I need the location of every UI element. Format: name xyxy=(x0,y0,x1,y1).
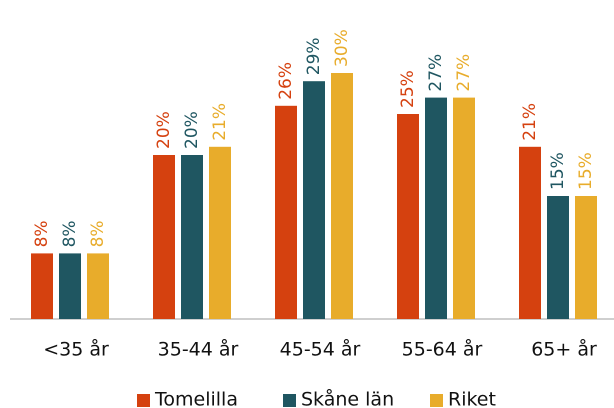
bar xyxy=(275,105,297,319)
value-label: 8% xyxy=(32,220,52,247)
bar xyxy=(519,146,541,319)
value-label: 21% xyxy=(210,103,230,141)
legend-label: Tomelilla xyxy=(154,389,238,408)
bar xyxy=(331,73,353,319)
value-label: 21% xyxy=(520,103,540,141)
value-label: 20% xyxy=(182,111,202,149)
x-tick-label: <35 år xyxy=(43,338,109,361)
bar xyxy=(425,97,447,319)
bar xyxy=(153,155,175,319)
value-label: 29% xyxy=(304,37,324,75)
x-tick-label: 55-64 år xyxy=(402,338,483,361)
bar xyxy=(87,253,109,319)
x-tick-label: 35-44 år xyxy=(158,338,239,361)
bar xyxy=(303,81,325,319)
value-label: 15% xyxy=(548,152,568,190)
bar xyxy=(209,146,231,319)
value-label: 8% xyxy=(60,220,80,247)
x-tick-label: 45-54 år xyxy=(280,338,361,361)
legend-swatch xyxy=(283,394,296,407)
bar xyxy=(397,114,419,319)
value-label: 27% xyxy=(454,54,474,92)
value-label: 20% xyxy=(154,111,174,149)
bar xyxy=(453,97,475,319)
bar xyxy=(575,196,597,319)
value-label: 26% xyxy=(276,62,296,100)
bar xyxy=(547,196,569,319)
bar xyxy=(59,253,81,319)
legend-swatch xyxy=(430,394,443,407)
value-label: 30% xyxy=(332,29,352,67)
legend-swatch xyxy=(137,394,150,407)
legend-label: Riket xyxy=(448,389,496,408)
legend-label: Skåne län xyxy=(301,388,394,408)
value-label: 8% xyxy=(88,220,108,247)
bar xyxy=(31,253,53,319)
value-label: 27% xyxy=(426,54,446,92)
x-tick-label: 65+ år xyxy=(531,338,597,361)
value-label: 15% xyxy=(576,152,596,190)
value-label: 25% xyxy=(398,70,418,108)
bar xyxy=(181,155,203,319)
